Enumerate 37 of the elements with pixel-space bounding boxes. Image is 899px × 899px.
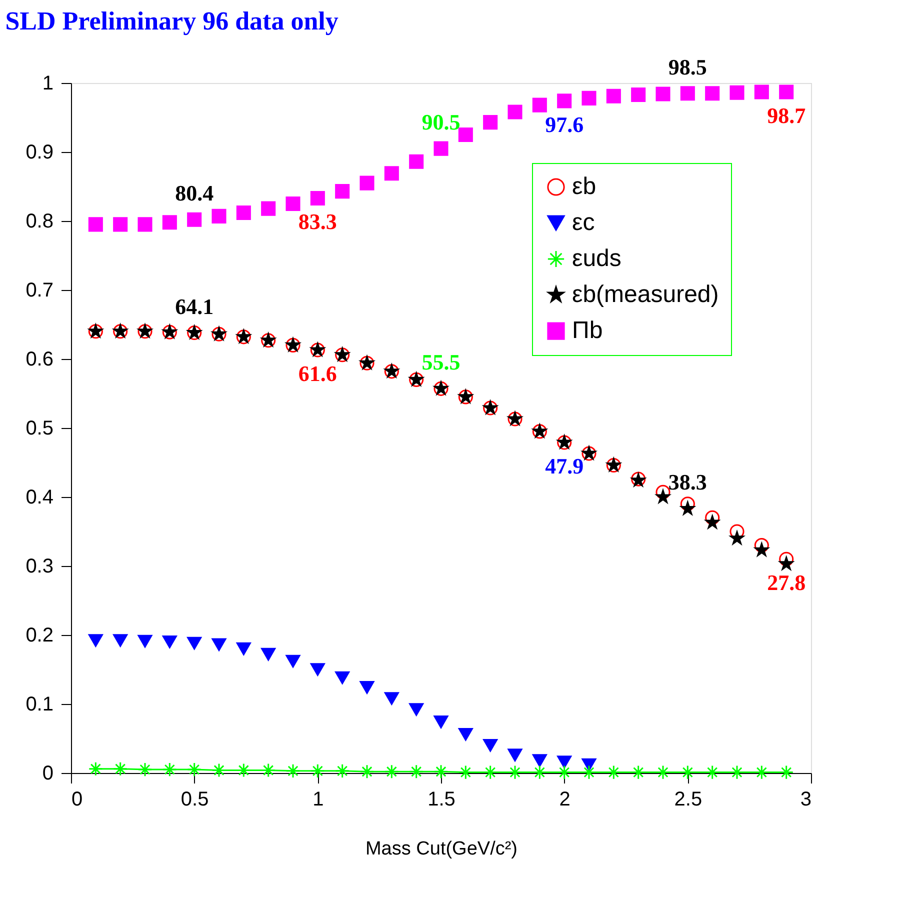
annotation: 83.3 xyxy=(298,209,337,234)
y-tick-label: 0.8 xyxy=(26,210,54,232)
y-tick-label: 0.9 xyxy=(26,142,54,164)
y-tick-label: 0.2 xyxy=(26,624,54,646)
annotation: 97.6 xyxy=(545,112,584,137)
x-tick-label: 1.5 xyxy=(428,788,456,810)
legend-label: Πb xyxy=(572,317,603,344)
x-tick-label: 1 xyxy=(312,788,324,810)
annotation: 27.8 xyxy=(767,570,806,596)
x-tick-label: 0.5 xyxy=(180,788,209,810)
legend-label: εc xyxy=(572,209,595,236)
annotation: 38.3 xyxy=(668,470,707,495)
y-tick-label: 0.7 xyxy=(26,280,54,302)
annotation: 64.1 xyxy=(175,294,214,319)
y-tick-label: 0.3 xyxy=(26,556,54,578)
y-tick-label: 0.5 xyxy=(26,418,54,440)
annotation: 61.6 xyxy=(298,361,337,386)
x-tick-label: 0 xyxy=(72,788,83,810)
y-tick-label: 0.4 xyxy=(26,486,54,508)
y-tick-label: 0.1 xyxy=(26,694,54,716)
annotation: 90.5 xyxy=(422,110,460,135)
legend-label: εb xyxy=(572,173,596,200)
y-tick-label: 1 xyxy=(42,72,54,94)
chart-title: SLD Preliminary 96 data only xyxy=(5,6,338,36)
legend-label: εuds xyxy=(572,245,622,272)
annotation: 47.9 xyxy=(545,453,584,478)
annotation: 98.5 xyxy=(668,54,707,80)
legend-label: εb(measured) xyxy=(572,281,719,308)
y-tick-label: 0.6 xyxy=(26,348,54,370)
x-tick-label: 2 xyxy=(559,788,570,810)
annotation: 80.4 xyxy=(175,180,214,206)
x-tick-label: 3 xyxy=(800,788,812,810)
x-tick-label: 2.5 xyxy=(674,788,702,810)
annotation: 98.7 xyxy=(767,102,806,128)
y-tick-label: 0 xyxy=(42,762,54,784)
annotation: 55.5 xyxy=(422,350,460,375)
x-axis-title: Mass Cut(GeV/c²) xyxy=(365,838,518,860)
